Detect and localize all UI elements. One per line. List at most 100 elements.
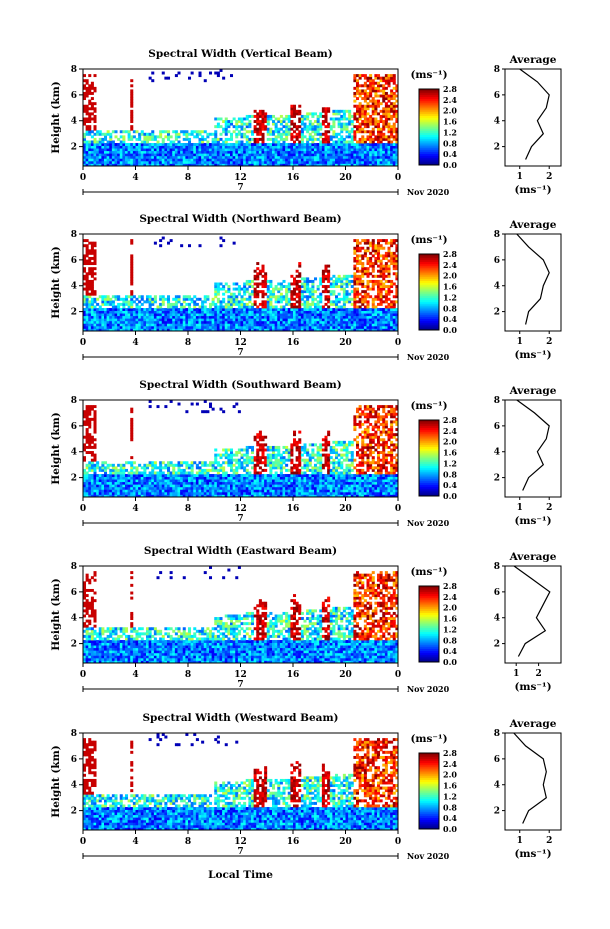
heatmap-cell [300,153,304,157]
heatmap-cell [293,109,297,113]
heatmap-cell [127,155,131,159]
heatmap-cell [358,153,362,157]
heatmap-cell [143,132,147,136]
heatmap-cell [203,471,207,475]
heatmap-cell [266,290,270,294]
heatmap-cell [329,158,333,162]
heatmap-cell [353,295,357,299]
heatmap-cell [363,251,367,255]
heatmap-cell [190,158,194,162]
heatmap-cell [143,463,147,467]
heatmap-cell [104,132,108,136]
heatmap-cell [251,137,255,141]
heatmap-cell [240,117,244,121]
heatmap-cell [342,323,346,327]
heatmap-cell [143,489,147,493]
heatmap-cell [308,132,312,136]
heatmap-cell [358,315,362,319]
heatmap-cell [159,481,163,485]
heatmap-cell [209,328,213,332]
heatmap-cell [125,158,129,162]
heatmap-cell [156,140,160,144]
heatmap-cell [274,130,278,134]
heatmap-cell [85,297,89,301]
heatmap-cell [314,160,318,164]
heatmap-cell [224,125,228,129]
heatmap-cell [161,153,165,157]
heatmap-cell [371,315,375,319]
heatmap-cell [88,474,92,477]
heatmap-cell [356,254,360,258]
heatmap-cell [85,310,89,314]
heatmap-cell [85,279,89,283]
heatmap-cell [190,402,194,406]
heatmap-cell [358,259,362,263]
heatmap-cell [314,163,318,167]
heatmap-cell [169,160,173,164]
heatmap-cell [101,150,105,154]
heatmap-cell [379,295,383,299]
heatmap-cell [311,137,315,141]
heatmap-cell [156,155,160,159]
heatmap-cell [185,135,189,139]
heatmap-cell [161,130,165,134]
heatmap-cell [140,313,144,317]
heatmap-cell [174,308,178,311]
heatmap-cell [146,140,150,144]
heatmap-cell [371,269,375,273]
heatmap-cell [222,315,226,319]
heatmap-cell [111,150,115,154]
heatmap-cell [377,158,381,162]
heatmap-cell [251,305,255,309]
heatmap-cell [363,84,367,88]
heatmap-cell [379,290,383,294]
heatmap-cell [377,320,381,324]
heatmap-cell [182,295,186,299]
heatmap-cell [119,302,123,306]
heatmap-cell [177,140,181,144]
heatmap-cell [132,155,136,159]
heatmap-cell [261,320,265,324]
heatmap-cell [201,461,205,465]
heatmap-cell [143,313,147,317]
heatmap-cell [216,125,220,129]
heatmap-cell [298,109,302,113]
heatmap-cell [329,163,333,167]
heatmap-cell [272,130,276,134]
heatmap-cell [232,150,236,154]
colorbar-tick-label: 2.0 [443,106,457,116]
heatmap-cell [143,140,147,144]
heatmap-cell [369,132,373,136]
heatmap-cell [83,262,87,266]
heatmap-cell [153,479,157,483]
heatmap-cell [93,458,97,462]
heatmap-cell [148,489,152,493]
heatmap-cell [101,474,105,477]
heatmap-cell [287,320,291,324]
heatmap-cell [361,302,365,306]
heatmap-cell [211,300,215,304]
heatmap-cell [274,153,278,157]
heatmap-cell [174,295,178,299]
heatmap-cell [104,323,108,327]
heatmap-cell [287,130,291,134]
heatmap-cell [300,117,304,121]
heatmap-cell [282,158,286,162]
heatmap-cell [395,277,399,281]
heatmap-cell [172,323,176,327]
heatmap-cell [237,285,241,288]
heatmap-cell [125,295,129,299]
heatmap-cell [337,323,341,327]
heatmap-cell [146,145,150,149]
heatmap-cell [90,451,94,454]
heatmap-cell [109,476,113,480]
heatmap-cell [379,158,383,162]
heatmap-cell [227,308,231,311]
heatmap-cell [185,302,189,306]
heatmap-cell [156,150,160,154]
heatmap-cell [290,127,294,131]
heatmap-cell [201,150,205,154]
heatmap-cell [248,122,252,126]
heatmap-cell [245,125,249,129]
heatmap-cell [219,160,223,164]
